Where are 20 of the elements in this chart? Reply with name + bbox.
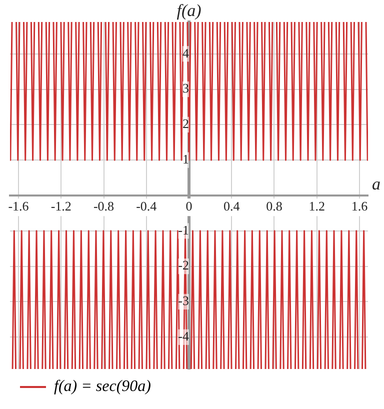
x-tick-label: 1.2 <box>308 198 325 214</box>
x-tick-label: 0 <box>186 198 192 214</box>
y-tick-label: 2 <box>182 116 189 132</box>
y-axis-title: f(a) <box>176 0 202 20</box>
x-tick-label: 0.8 <box>266 198 282 214</box>
x-tick-label: -0.8 <box>93 198 114 214</box>
x-tick-label: -1.6 <box>8 198 30 214</box>
x-tick-label: -1.2 <box>50 198 72 214</box>
x-axis-title: a <box>372 174 380 194</box>
x-tick-label: 1.6 <box>351 198 368 214</box>
y-tick-label: -3 <box>178 293 189 308</box>
y-tick-label: -2 <box>178 258 189 273</box>
y-tick-label: -1 <box>178 222 189 238</box>
y-tick-label: 4 <box>182 45 190 60</box>
x-tick-label: -0.4 <box>136 198 158 214</box>
y-tick-label: 3 <box>182 80 189 96</box>
legend-label: f(a) = sec(90a) <box>54 378 151 396</box>
y-tick-label: -4 <box>178 328 190 344</box>
x-tick-label: 0.4 <box>223 198 240 214</box>
y-tick-label: 1 <box>182 152 189 167</box>
